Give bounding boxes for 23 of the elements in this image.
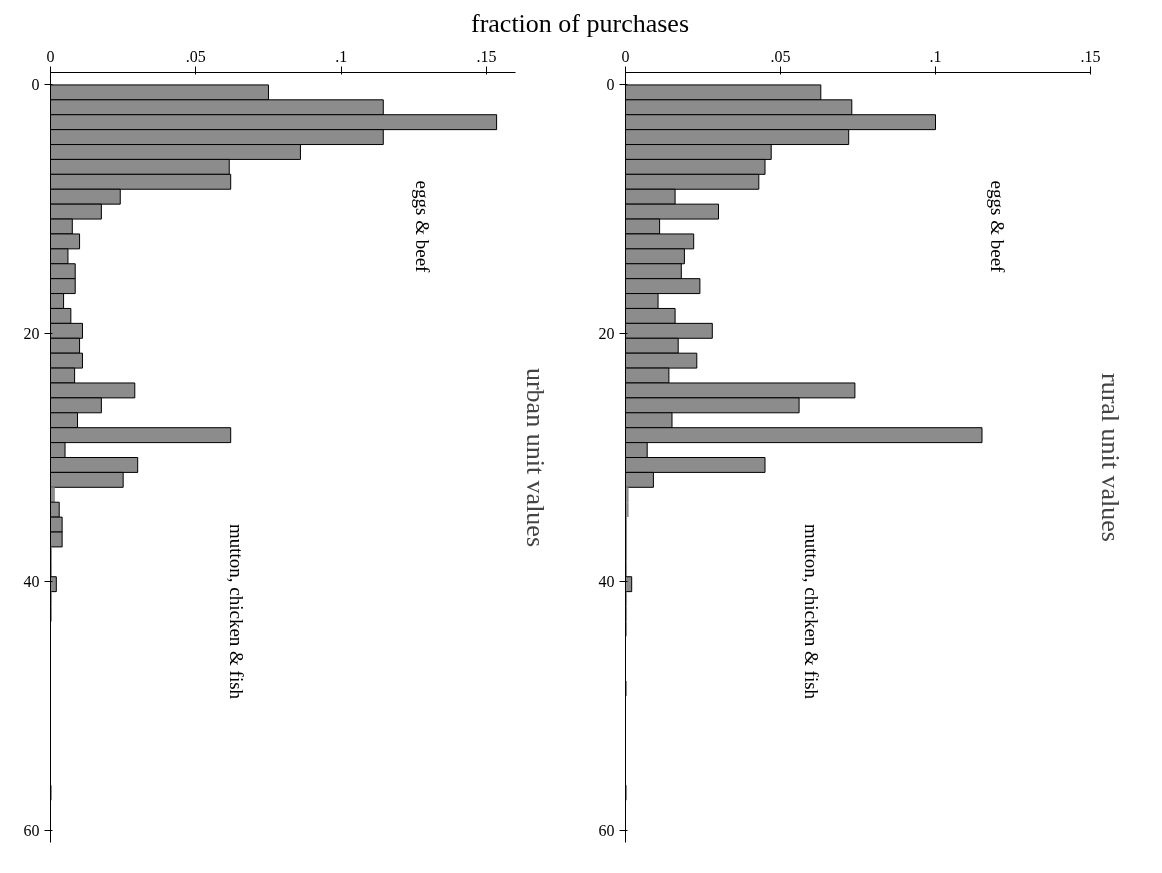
x-tick-label: .15 [476,47,497,65]
y-axis-title: urban unit values [520,368,550,548]
x-tick-label: .15 [1080,47,1101,65]
x-tick-label: 0 [46,47,55,65]
y-tick-label: 0 [31,76,40,94]
y-axis-title: rural unit values [1095,373,1125,543]
annotation: eggs & beef [412,180,433,274]
y-tick-label: 60 [23,821,40,839]
y-tick-label: 60 [598,821,615,839]
y-tick-label: 40 [23,573,40,591]
y-tick-label: 40 [598,573,615,591]
y-tick-label: 0 [606,76,615,94]
annotation: mutton, chicken & fish [226,524,247,700]
x-tick-label: .05 [770,47,791,65]
annotation: mutton, chicken & fish [801,524,822,700]
x-tick-label: .1 [335,47,348,65]
text: fraction of purchases [470,8,690,40]
y-tick-label: 20 [23,324,40,342]
annotation: eggs & beef [987,180,1008,274]
x-tick-label: .1 [929,47,942,65]
x-tick-label: 0 [621,47,630,65]
y-tick-label: 20 [598,324,615,342]
x-tick-label: .05 [185,47,206,65]
